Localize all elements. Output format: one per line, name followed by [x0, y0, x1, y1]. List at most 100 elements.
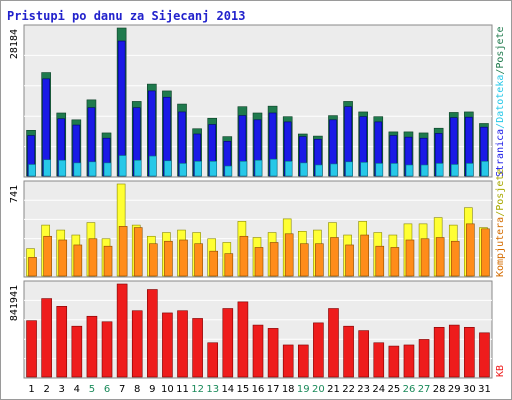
- bar-kb: [358, 330, 369, 378]
- bar-datoteka: [179, 163, 187, 177]
- bar-kb: [101, 321, 113, 378]
- bar-datoteka: [435, 163, 444, 177]
- bar-kb: [403, 344, 415, 378]
- bar-kompjutera: [118, 226, 128, 277]
- x-tick-label: 9: [149, 384, 155, 395]
- x-tick-label: 15: [237, 384, 250, 395]
- axis-max-label-1: 28184: [9, 29, 20, 59]
- bar-datoteka: [164, 160, 172, 177]
- bar-kompjutera: [239, 235, 249, 277]
- bar-kb: [71, 325, 83, 378]
- bar-kb: [433, 326, 445, 378]
- x-tick-label: 6: [104, 384, 110, 395]
- bar-kompjutera: [450, 240, 460, 277]
- bar-datoteka: [103, 162, 112, 177]
- x-tick-label: 4: [74, 384, 80, 395]
- bar-datoteka: [28, 164, 36, 177]
- x-tick-label: 27: [418, 384, 431, 395]
- bar-datoteka: [73, 162, 82, 177]
- bar-kompjutera: [375, 245, 385, 277]
- x-tick-label: 16: [252, 384, 265, 395]
- axis-max-label-2: 741: [9, 185, 20, 203]
- bar-kompjutera: [345, 244, 354, 277]
- bar-datoteka: [88, 161, 97, 177]
- bar-kompjutera: [209, 250, 219, 277]
- bar-datoteka: [254, 159, 263, 177]
- bar-kb: [162, 312, 173, 378]
- bar-datoteka: [43, 159, 51, 177]
- bar-kompjutera: [284, 233, 294, 277]
- x-tick-label: 26: [403, 384, 416, 395]
- bar-datoteka: [360, 162, 368, 177]
- bar-kb: [267, 328, 279, 378]
- side-label-middle: Kompjutera/Posjete: [495, 169, 506, 277]
- bar-datoteka: [466, 163, 474, 177]
- bar-datoteka: [330, 163, 338, 177]
- bar-datoteka: [149, 155, 157, 177]
- x-tick-label: 18: [282, 384, 295, 395]
- bar-kompjutera: [405, 239, 415, 277]
- bar-datoteka: [224, 165, 233, 177]
- bar-kompjutera: [43, 235, 52, 277]
- x-tick-label: 17: [267, 384, 280, 395]
- bar-datoteka: [133, 159, 142, 177]
- x-tick-label: 8: [134, 384, 140, 395]
- bar-kb: [131, 310, 143, 378]
- bar-datoteka: [390, 163, 399, 177]
- bar-kompjutera: [164, 240, 173, 277]
- bar-kb: [388, 345, 400, 378]
- x-tick-label: 12: [191, 384, 204, 395]
- x-tick-label: 31: [478, 384, 491, 395]
- x-tick-label: 10: [161, 384, 174, 395]
- bar-datoteka: [345, 161, 353, 177]
- bar-datoteka: [315, 164, 323, 177]
- bar-datoteka: [269, 158, 278, 177]
- bar-kompjutera: [133, 227, 143, 277]
- x-tick-label: 5: [89, 384, 95, 395]
- bar-kompjutera: [88, 238, 98, 277]
- bar-kompjutera: [420, 238, 430, 277]
- side-label-bottom: KB: [495, 365, 506, 377]
- bar-kb: [313, 322, 324, 378]
- x-tick-label: 1: [28, 384, 34, 395]
- x-tick-label: 13: [206, 384, 219, 395]
- x-tick-label: 7: [119, 384, 125, 395]
- axis-max-label-3: 841941: [9, 285, 20, 321]
- bar-kompjutera: [73, 244, 83, 277]
- bar-datoteka: [118, 155, 127, 177]
- bar-kompjutera: [58, 239, 68, 277]
- bar-kompjutera: [194, 243, 203, 277]
- bar-kb: [282, 344, 294, 378]
- x-tick-label: 14: [221, 384, 234, 395]
- bar-kb: [464, 326, 475, 378]
- x-tick-label: 11: [176, 384, 189, 395]
- bar-datoteka: [375, 163, 384, 177]
- bar-kb: [343, 325, 354, 378]
- bar-kb: [479, 332, 490, 378]
- bar-kb: [192, 318, 203, 378]
- bar-kompjutera: [224, 253, 234, 277]
- bar-kompjutera: [481, 228, 490, 277]
- x-tick-label: 25: [388, 384, 401, 395]
- bar-kb: [116, 283, 128, 378]
- bar-kb: [86, 315, 98, 378]
- bar-kompjutera: [149, 243, 158, 277]
- bar-datoteka: [209, 160, 218, 177]
- x-tick-label: 3: [59, 384, 65, 395]
- bar-kompjutera: [299, 243, 309, 277]
- bar-kb: [373, 342, 385, 378]
- bar-kompjutera: [103, 245, 113, 277]
- bar-kb: [297, 344, 309, 378]
- bar-datoteka: [299, 162, 308, 177]
- bar-datoteka: [239, 160, 248, 177]
- bar-kb: [41, 298, 52, 378]
- chart-title: Pristupi po danu za Sijecanj 2013: [7, 9, 245, 23]
- bar-kompjutera: [315, 243, 324, 277]
- x-tick-label: 23: [357, 384, 370, 395]
- bar-kb: [177, 310, 188, 378]
- bar-datoteka: [58, 159, 67, 177]
- x-tick-label: 30: [463, 384, 476, 395]
- bar-kompjutera: [28, 257, 37, 277]
